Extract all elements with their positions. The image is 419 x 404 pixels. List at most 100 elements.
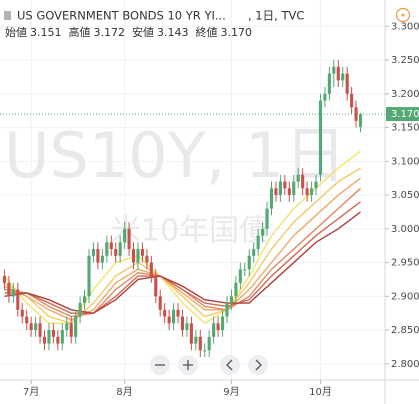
ohlc-label: 始値 — [5, 25, 27, 39]
candle-body — [238, 269, 242, 283]
candle-body — [100, 255, 104, 263]
axes: 2.800 2.850 2.900 2.950 3.000 3.050 3.100 3.150… — [23, 21, 419, 398]
ohlc-value: 3.170 — [221, 26, 253, 39]
y-tick-label: 2.950 — [391, 258, 419, 269]
zoom-controls — [150, 355, 268, 375]
candle-body — [176, 309, 180, 317]
candle-body — [354, 107, 358, 121]
ma-line — [4, 201, 361, 314]
candle-body — [83, 296, 87, 304]
candle-body — [305, 188, 309, 196]
candle-body — [292, 181, 296, 196]
candle-body — [16, 289, 20, 310]
candle-body — [327, 73, 331, 94]
candle-body — [234, 282, 238, 297]
settings-icon[interactable] — [395, 7, 411, 23]
candle-body — [167, 316, 171, 324]
candle-body — [145, 255, 149, 263]
candle-body — [7, 282, 11, 297]
ohlc-value: 3.151 — [30, 26, 62, 39]
candle-body — [158, 296, 162, 310]
candle-body — [287, 188, 291, 196]
ohlc-label: 安値 — [132, 25, 154, 39]
y-tick-label: 2.800 — [391, 359, 419, 370]
candle-body — [149, 262, 153, 277]
candle-body — [2, 276, 7, 283]
y-tick-label: 3.050 — [391, 190, 419, 201]
y-tick-label: 3.300 — [391, 21, 419, 32]
candle-body — [114, 249, 118, 256]
ohlc-label: 高値 — [69, 25, 91, 39]
candle-body — [11, 289, 15, 297]
candle-body — [256, 235, 260, 250]
y-tick-label: 2.900 — [391, 291, 419, 302]
watermark: US10Y, 1日 — [4, 119, 346, 192]
ohlc-legend: 始値 3.151 高値 3.172 安値 3.143 終値 3.170 — [5, 25, 252, 39]
candle-body — [109, 242, 113, 250]
candle-body — [78, 303, 82, 317]
candle-body — [105, 242, 109, 256]
candle-body — [261, 228, 265, 236]
candle-body — [47, 330, 51, 344]
x-tick-label: 8月 — [116, 386, 132, 398]
candle-body — [332, 66, 336, 74]
plus-icon — [183, 360, 193, 370]
candle-body — [123, 228, 127, 243]
candle-body — [91, 249, 96, 256]
candle-body — [350, 93, 354, 108]
ma-line — [4, 211, 361, 314]
candle-body — [198, 336, 202, 351]
candle-body — [216, 323, 220, 331]
candle-body — [229, 296, 234, 304]
grid — [0, 0, 385, 380]
x-tick-label: 7月 — [23, 386, 39, 398]
candle-body — [336, 66, 340, 81]
candle-body — [25, 316, 29, 324]
candle-body — [127, 228, 131, 250]
candle-body — [96, 249, 100, 263]
scroll-left-button[interactable] — [220, 355, 240, 375]
last-price-box — [386, 107, 419, 122]
candle-body — [314, 181, 318, 189]
candle-body — [247, 255, 251, 270]
ohlc-value: 3.143 — [157, 26, 189, 39]
candle-body — [203, 350, 207, 352]
y-tick-label: 3.250 — [391, 55, 419, 66]
y-tick-label: 3.000 — [391, 224, 419, 235]
ma-line — [4, 167, 361, 325]
left-icon — [226, 359, 233, 371]
symbol-icon — [4, 11, 11, 20]
scroll-right-button[interactable] — [248, 355, 268, 375]
candle-body — [163, 309, 167, 317]
candle-body — [180, 316, 185, 331]
candle-body — [29, 323, 33, 331]
candle-body — [185, 323, 189, 331]
candle-body — [74, 316, 78, 337]
candle-body — [296, 174, 300, 182]
candle-body — [358, 114, 363, 127]
ma-line — [4, 187, 361, 318]
settings-button[interactable] — [395, 7, 411, 23]
ma-line — [3, 150, 361, 325]
candle-body — [283, 181, 287, 189]
candle-body — [318, 100, 323, 175]
y-tick-label: 2.850 — [391, 325, 419, 336]
moving-averages — [3, 150, 361, 325]
last-price-label: 3.170 — [391, 109, 419, 120]
candle-body — [189, 323, 193, 344]
y-tick-label: 3.200 — [391, 89, 419, 100]
candle-body — [212, 323, 216, 337]
candle-body — [243, 269, 247, 271]
candle-body — [172, 309, 176, 324]
candles — [2, 60, 363, 358]
candle-body — [341, 73, 345, 81]
candle-body — [265, 208, 269, 229]
candle-body — [207, 336, 211, 351]
candle-body — [220, 316, 225, 331]
watermark-sub: 米10年国債 — [111, 214, 269, 249]
candle-body — [345, 73, 349, 94]
candle-body — [56, 336, 60, 344]
candle-body — [301, 174, 305, 189]
ohlc-label: 終値 — [196, 25, 218, 39]
settings-dot — [401, 13, 405, 17]
